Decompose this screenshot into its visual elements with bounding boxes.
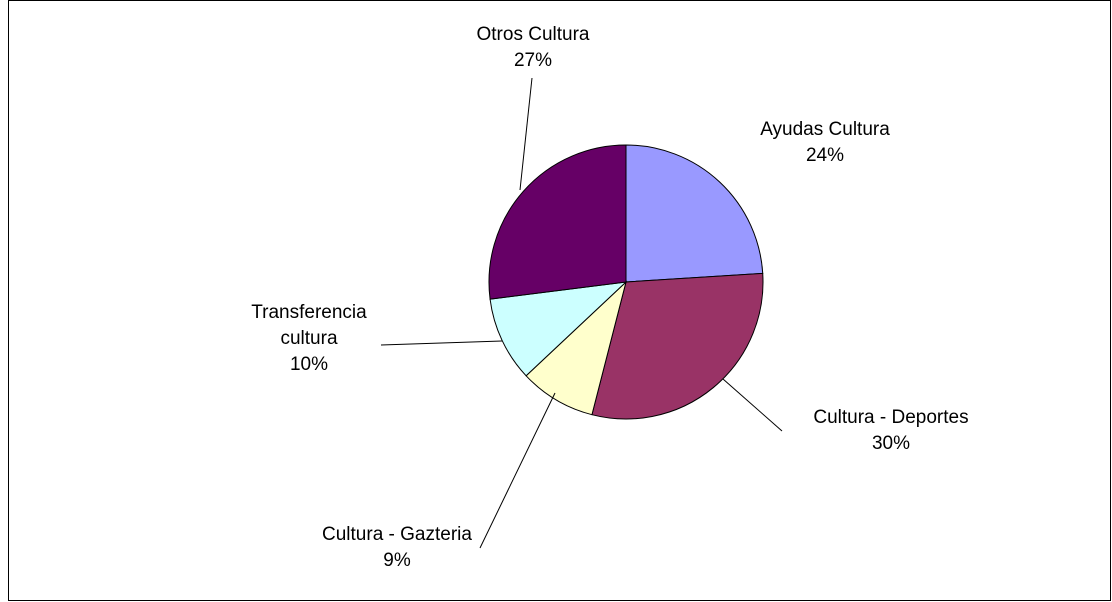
slice-label-1-line-0: Cultura - Deportes — [813, 407, 968, 428]
leader-line-3 — [380, 340, 503, 346]
slice-percent-1: 30% — [872, 433, 910, 454]
slice-label-4-line-0: Otros Cultura — [477, 24, 590, 45]
leader-line-4 — [519, 77, 533, 191]
slice-percent-0: 24% — [806, 145, 844, 166]
slice-percent-2: 9% — [383, 550, 411, 571]
pie-slice-4 — [488, 144, 627, 300]
pie-slice-0 — [625, 144, 764, 283]
leader-lines — [380, 77, 783, 549]
leader-line-1 — [722, 378, 783, 432]
slice-label-2-line-0: Cultura - Gazteria — [322, 524, 472, 545]
slice-label-3-line-0: Transferencia — [251, 302, 367, 323]
slice-labels: Ayudas Cultura 24% Cultura - Deportes 30% Cu… — [251, 24, 968, 571]
pie-slices — [488, 144, 764, 420]
pie-slice-3 — [489, 281, 628, 377]
slice-label-0-line-0: Ayudas Cultura — [760, 119, 890, 140]
slice-percent-3: 10% — [290, 354, 328, 375]
slice-label-3-line-1: cultura — [280, 328, 337, 349]
pie-slice-1 — [591, 272, 764, 420]
slice-percent-4: 27% — [514, 50, 552, 71]
leader-line-2 — [479, 392, 556, 549]
